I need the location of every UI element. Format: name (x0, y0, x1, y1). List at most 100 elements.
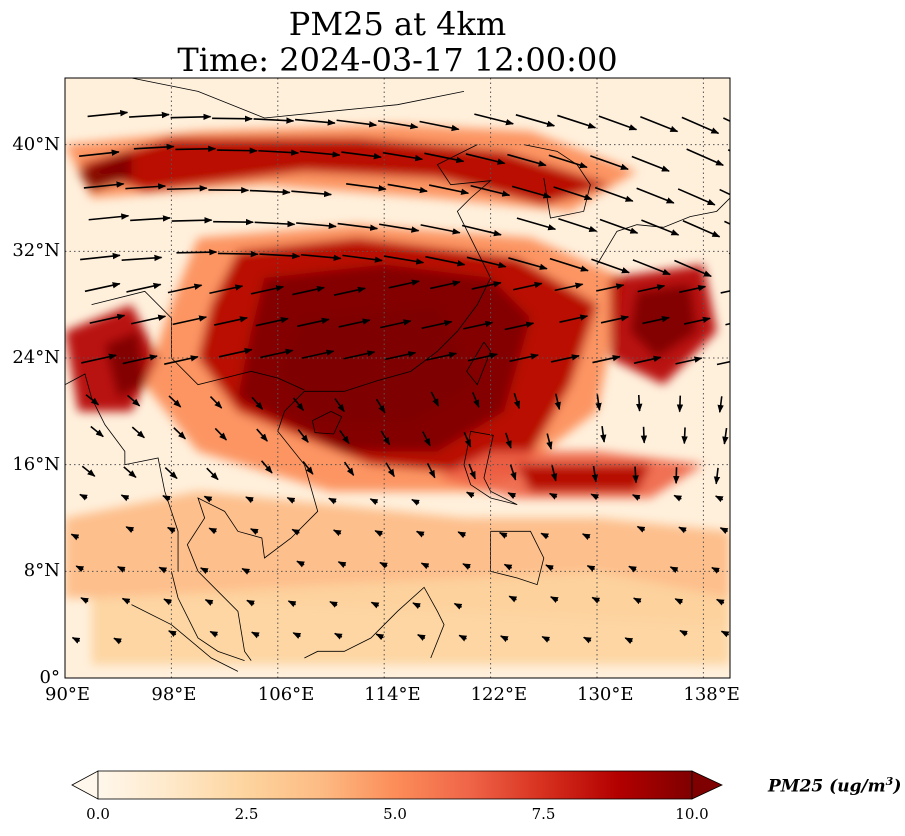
wind-vector-arrow (516, 217, 557, 231)
wind-vector-arrow (370, 601, 380, 609)
wind-vector-arrow (426, 351, 458, 361)
wind-vector-arrow (509, 464, 517, 481)
wind-vector-arrow (678, 526, 687, 534)
wind-vector-arrow (412, 602, 421, 610)
wind-vector-arrow (673, 494, 683, 502)
wind-vector-arrow (548, 154, 588, 169)
wind-vector-arrow (209, 284, 244, 295)
coastline-path (91, 290, 305, 391)
wind-vector-arrow (90, 425, 104, 438)
x-tick-label: 138°E (683, 684, 740, 705)
wind-vector-arrow (206, 467, 219, 481)
x-tick-label: 130°E (577, 684, 634, 705)
wind-vector-arrow (554, 282, 584, 292)
pm25-concentration-patch (91, 571, 730, 665)
wind-vector-arrow (541, 635, 551, 643)
wind-vector-arrow (548, 492, 558, 500)
wind-vector-arrow (596, 283, 625, 292)
wind-vector-arrow (328, 497, 337, 505)
wind-vector-arrow (121, 597, 131, 605)
wind-vector-arrow (720, 630, 730, 638)
wind-vector-arrow (214, 316, 248, 326)
wind-vector-arrow (75, 565, 85, 573)
wind-vector-arrow (642, 315, 670, 325)
wind-vector-arrow (628, 565, 637, 573)
wind-vector-arrow (428, 184, 470, 195)
wind-vector-arrow (375, 633, 385, 641)
wind-vector-arrow (453, 602, 463, 610)
wind-vector-arrow (130, 215, 171, 222)
wind-vector-arrow (337, 222, 379, 231)
wind-vector-arrow (465, 491, 475, 499)
wind-vector-arrow (508, 595, 518, 603)
wind-vector-arrow (598, 115, 638, 131)
wind-vector-arrow (723, 117, 730, 123)
wind-vector-arrow (422, 431, 431, 447)
y-tick-label: 24°N (12, 347, 60, 368)
wind-vector-arrow (420, 224, 461, 235)
wind-vector-arrow (717, 396, 724, 413)
wind-vector-arrow (504, 321, 535, 331)
wind-vector-arrow (292, 632, 302, 639)
pm25-concentration-patch (517, 464, 651, 492)
wind-vector-arrow (176, 248, 218, 256)
wind-vector-arrow (213, 218, 254, 226)
wind-vector-arrow (131, 314, 167, 325)
wind-vector-arrow (85, 394, 100, 406)
wind-vector-arrow (296, 222, 337, 230)
wind-vector-arrow (419, 120, 460, 132)
wind-vector-arrow (122, 354, 158, 365)
wind-vector-arrow (129, 111, 170, 119)
wind-vector-arrow (343, 461, 355, 476)
wind-vector-arrow (297, 317, 330, 328)
wind-vector-arrow (249, 188, 291, 196)
wind-vector-arrow (379, 561, 388, 569)
wind-vector-arrow (417, 634, 426, 641)
wind-vector-arrow (251, 396, 264, 410)
wind-vector-arrow (458, 634, 468, 642)
wind-vector-arrow (120, 494, 130, 502)
wind-vector-arrow (168, 630, 177, 637)
x-tick-label: 114°E (364, 684, 421, 705)
wind-vector-arrow (467, 352, 499, 362)
colorbar-tick-label: 2.5 (234, 805, 259, 823)
wind-vector-arrow (669, 566, 679, 574)
wind-vector-arrow (507, 492, 517, 499)
wind-vector-arrow (633, 597, 642, 605)
wind-vector-arrow (299, 150, 341, 158)
wind-vector-arrow (204, 599, 214, 606)
wind-vector-arrow (287, 600, 297, 608)
wind-vector-arrow (426, 463, 436, 479)
wind-vector-arrow (681, 427, 688, 445)
wind-vector-arrow (116, 565, 126, 573)
wind-vector-arrow (81, 353, 117, 364)
wind-vector-arrow (468, 463, 476, 480)
wind-vector-arrow (631, 494, 641, 501)
wind-vector-arrow (162, 495, 171, 502)
x-tick-label: 90°E (45, 684, 91, 705)
map-subtitle-time: Time: 2024-03-17 12:00:00 (177, 41, 618, 79)
wind-vector-arrow (300, 253, 342, 261)
coastline-path (304, 586, 445, 659)
wind-vector-arrow (727, 149, 730, 152)
wind-vector-arrow (550, 465, 558, 482)
wind-vector-arrow (591, 596, 601, 604)
wind-vector-arrow (79, 149, 120, 157)
wind-vector-arrow (583, 636, 592, 644)
wind-vector-arrow (199, 567, 209, 575)
wind-vector-arrow (334, 632, 343, 640)
wind-vector-arrow (131, 426, 145, 439)
wind-vector-arrow (369, 498, 379, 506)
wind-vector-arrow (470, 184, 511, 197)
wind-vector-arrow (500, 635, 509, 643)
wind-vector-arrow (166, 526, 176, 534)
y-tick-label: 16°N (12, 453, 60, 475)
wind-vector-arrow (214, 427, 227, 441)
wind-vector-arrow (218, 348, 253, 358)
coastline-path (523, 144, 591, 219)
wind-vector-arrow (463, 431, 472, 448)
wind-vector-arrow (241, 567, 251, 575)
wind-vector-arrow (121, 254, 163, 262)
x-tick-label: 98°E (151, 684, 197, 705)
wind-vector-arrow (508, 257, 548, 270)
